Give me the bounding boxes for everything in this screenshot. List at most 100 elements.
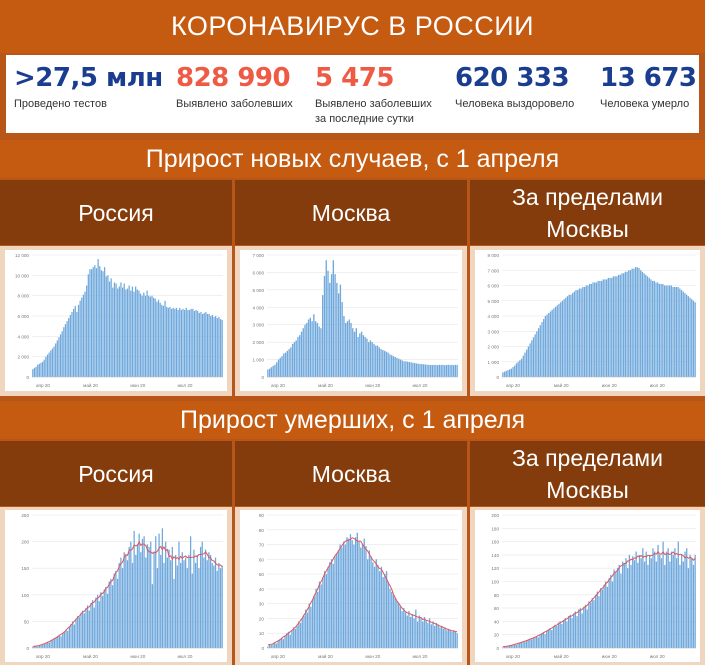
bar — [551, 630, 553, 648]
chart-outside-cases: 0 1 000 2 000 3 000 4 000 5 000 6 000 7 000 8 00… — [488, 253, 696, 388]
bar — [624, 271, 627, 377]
bar — [203, 312, 205, 377]
bar — [345, 322, 347, 377]
bar — [573, 613, 575, 648]
bar — [136, 289, 138, 377]
bar — [68, 626, 71, 648]
chart-panel-outside-deaths: 0 20 40 60 80 100 120 140 160 180 200 апр 20 май 20 и… — [470, 507, 705, 665]
y-tick-label: 30 — [259, 602, 265, 607]
bar — [219, 568, 222, 648]
bar — [148, 295, 150, 377]
bar — [106, 593, 109, 648]
bar — [320, 584, 322, 648]
stat-deaths: 13 673 Человека умерло — [600, 55, 700, 112]
bar — [446, 630, 448, 648]
bar — [311, 321, 313, 377]
bar — [389, 354, 391, 377]
bar — [549, 628, 551, 648]
bar — [183, 560, 185, 648]
bar — [174, 308, 176, 377]
bar — [69, 314, 71, 377]
bar — [267, 369, 269, 377]
bar — [387, 581, 389, 648]
bar — [377, 565, 379, 648]
bar — [291, 343, 294, 377]
bar — [218, 317, 220, 377]
bar — [327, 566, 329, 648]
y-tick-label: 40 — [494, 619, 500, 624]
bar — [456, 364, 458, 377]
bar — [372, 562, 374, 648]
bar — [370, 556, 372, 648]
bar — [267, 646, 269, 648]
bar — [564, 618, 566, 648]
bar — [136, 544, 139, 648]
bar — [214, 557, 217, 648]
bar — [399, 359, 402, 377]
bar — [141, 538, 144, 648]
bar — [554, 306, 557, 377]
bar — [425, 619, 427, 648]
bar — [375, 345, 377, 377]
bar — [178, 541, 180, 648]
bar — [602, 279, 604, 377]
bar — [640, 558, 642, 648]
stat-value: 5 475 — [315, 63, 394, 93]
bar — [125, 555, 127, 648]
bar — [655, 561, 657, 648]
bar — [444, 627, 446, 648]
bar — [613, 569, 615, 648]
bar — [447, 628, 450, 648]
bar — [391, 355, 393, 377]
bar — [179, 307, 181, 377]
bar — [138, 533, 140, 648]
bar — [329, 562, 331, 648]
bar — [607, 277, 610, 377]
column-header-outside-moscow: За пределами Москвы — [470, 441, 705, 506]
bar — [173, 578, 175, 648]
bar — [368, 550, 371, 648]
bar — [110, 578, 112, 648]
bar — [541, 322, 543, 377]
bar — [210, 316, 212, 377]
bar — [544, 634, 546, 648]
y-tick-label: 6 000 — [18, 314, 30, 319]
stat-label: Человека выздоровело — [455, 98, 575, 110]
bar — [522, 641, 524, 648]
y-tick-label: 180 — [491, 526, 499, 531]
bar — [336, 553, 338, 648]
bar — [68, 318, 70, 377]
bar — [157, 299, 160, 377]
bar — [583, 606, 585, 648]
bar — [337, 550, 340, 648]
bar — [193, 310, 196, 377]
bar — [434, 625, 436, 648]
stat-daily-cases: 5 475 Выявлено заболевших за последние с… — [315, 55, 445, 127]
bar — [645, 274, 647, 377]
bar — [684, 551, 686, 648]
bar — [45, 643, 47, 648]
bar — [376, 345, 379, 377]
bar — [437, 624, 439, 648]
bar — [694, 302, 696, 377]
bar — [350, 322, 352, 377]
bar — [146, 544, 149, 648]
bar — [612, 276, 615, 377]
chart-moscow-cases: 0 1 000 2 000 3 000 4 000 5 000 6 000 7 000 апр … — [253, 253, 458, 388]
bar — [176, 565, 178, 648]
bar — [268, 645, 271, 648]
bar — [77, 616, 79, 648]
bar — [198, 312, 200, 377]
bar — [283, 353, 285, 377]
bar — [67, 630, 69, 648]
bar — [408, 611, 410, 648]
bar — [61, 331, 63, 377]
bar — [438, 364, 441, 377]
bar — [635, 551, 637, 648]
bar — [42, 644, 44, 648]
bar — [164, 300, 166, 377]
bar — [442, 364, 444, 377]
bar — [536, 331, 538, 377]
x-tick-label: июл 20 — [650, 383, 665, 388]
bar — [629, 270, 632, 377]
